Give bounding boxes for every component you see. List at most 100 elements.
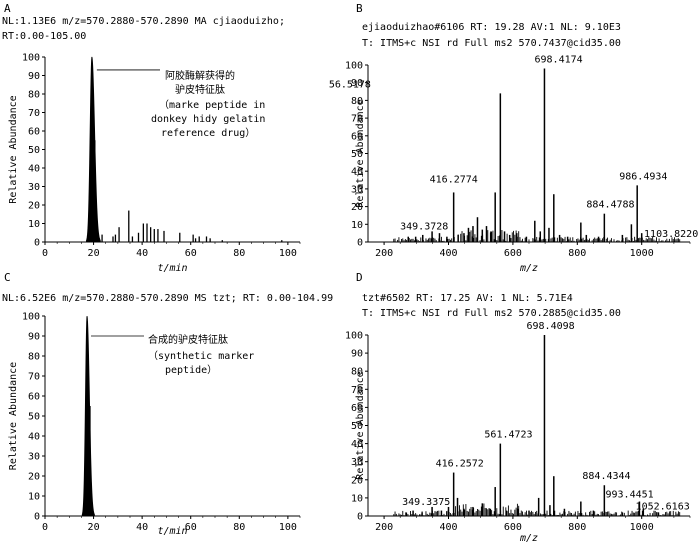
chart-c-y-axis-label: Relative Abundance xyxy=(8,362,19,470)
chart-d-x-tick-label: 1000 xyxy=(630,522,654,533)
chart-c-y-tick-label: 70 xyxy=(28,372,40,383)
chart-b-peak-label: 884.4788 xyxy=(586,200,634,211)
chart-a-y-axis-label: Relative Abundance xyxy=(8,95,19,203)
chart-c-header-line: NL:6.52E6 m/z=570.2880-570.2890 MS tzt; … xyxy=(2,293,333,304)
chart-d-y-tick-label: 60 xyxy=(351,403,363,414)
chart-a-annotation-line: 阿胶酶解获得的 xyxy=(165,69,235,82)
chart-b-y-tick-label: 20 xyxy=(351,202,363,213)
chart-a-y-tick-label: 60 xyxy=(28,127,40,138)
chart-b-header-line: T: ITMS+c NSI rd Full ms2 570.7437@cid35… xyxy=(362,38,621,49)
chart-d-peak-label: 884.4344 xyxy=(582,471,630,482)
chart-d-y-tick-label: 0 xyxy=(357,512,363,523)
chart-d-y-axis-label: Relative Abundance xyxy=(355,371,366,479)
chart-d-y-tick-label: 80 xyxy=(351,367,363,378)
chart-b-peak-label: 698.4174 xyxy=(535,55,583,66)
chart-b-x-tick-label: 1000 xyxy=(630,248,654,259)
chart-a-x-tick-label: 40 xyxy=(136,248,148,259)
chart-d-y-tick-label: 10 xyxy=(351,493,363,504)
chart-a-x-tick-label: 20 xyxy=(88,248,100,259)
chart-b-panel-label: B xyxy=(356,2,363,15)
chart-c-y-tick-label: 80 xyxy=(28,352,40,363)
chart-c-y-tick-label: 40 xyxy=(28,432,40,443)
chart-d-peak-label: 561.4723 xyxy=(484,430,532,441)
chart-d-x-tick-label: 400 xyxy=(439,522,457,533)
chart-a-panel-label: A xyxy=(4,2,11,15)
chart-c-y-tick-label: 90 xyxy=(28,332,40,343)
chart-d-peak-label: 416.2572 xyxy=(436,459,484,470)
chart-a-y-tick-label: 10 xyxy=(28,219,40,230)
chart-c-y-tick-label: 60 xyxy=(28,392,40,403)
chart-c-annotation-line: 合成的驴皮特征肽 xyxy=(148,333,228,346)
chart-a-annotation-line: donkey hidy gelatin xyxy=(151,114,265,125)
chart-d-y-tick-label: 100 xyxy=(345,331,363,342)
chart-b-y-tick-label: 30 xyxy=(351,184,363,195)
chart-c-main-peak xyxy=(81,316,95,517)
chart-a-y-tick-label: 20 xyxy=(28,201,40,212)
chart-b-x-tick-label: 200 xyxy=(375,248,393,259)
chart-b-peak-label: 56.5178 xyxy=(329,79,371,90)
chart-b-y-axis-label: Relative Abundance xyxy=(355,99,366,207)
chart-d-y-tick-label: 40 xyxy=(351,439,363,450)
chart-b-x-tick-label: 600 xyxy=(504,248,522,259)
chart-c-y-tick-label: 30 xyxy=(28,452,40,463)
chart-b-header-line: ejiaoduizhao#6106 RT: 19.28 AV:1 NL: 9.1… xyxy=(362,22,621,33)
chart-d-peak-label: 1052.6163 xyxy=(636,501,690,512)
chart-d-peak-label: 993.4451 xyxy=(606,490,654,501)
chart-b-y-tick-label: 50 xyxy=(351,149,363,160)
chart-a-y-tick-label: 90 xyxy=(28,71,40,82)
chart-c-y-tick-label: 100 xyxy=(22,312,40,323)
chart-c-panel-label: C xyxy=(4,271,11,284)
chart-b-y-tick-label: 40 xyxy=(351,167,363,178)
chart-a-x-tick-label: 0 xyxy=(42,248,48,259)
chart-c-x-tick-label: 100 xyxy=(279,522,297,533)
chart-b-peak-label: 986.4934 xyxy=(619,171,667,182)
chart-a-y-tick-label: 70 xyxy=(28,108,40,119)
chart-a-annotation-line: 驴皮特征肽 xyxy=(175,83,225,96)
chart-c-x-tick-label: 20 xyxy=(88,522,100,533)
chart-a-x-tick-label: 60 xyxy=(185,248,197,259)
chart-a-y-tick-label: 100 xyxy=(22,53,40,64)
chart-d-x-tick-label: 600 xyxy=(504,522,522,533)
chart-d-x-tick-label: 800 xyxy=(568,522,586,533)
chart-d-x-tick-label: 200 xyxy=(375,522,393,533)
chart-d-y-tick-label: 90 xyxy=(351,349,363,360)
chart-a-annotation-line: （marke peptide in xyxy=(159,99,265,111)
chart-a-x-tick-label: 80 xyxy=(233,248,245,259)
chart-b-peak-label: 416.2774 xyxy=(430,174,478,185)
chart-d-y-tick-label: 50 xyxy=(351,421,363,432)
chart-c-x-tick-label: 40 xyxy=(136,522,148,533)
chart-d-x-axis-label: m/z xyxy=(519,533,538,544)
chart-a-y-tick-label: 40 xyxy=(28,164,40,175)
chart-b-y-tick-label: 0 xyxy=(357,238,363,249)
chart-a-y-tick-label: 50 xyxy=(28,145,40,156)
chart-d-y-tick-label: 20 xyxy=(351,475,363,486)
chart-d-panel-label: D xyxy=(356,271,363,284)
chart-a-x-tick-label: 100 xyxy=(279,248,297,259)
chart-c-y-tick-label: 10 xyxy=(28,492,40,503)
chart-b-x-tick-label: 400 xyxy=(439,248,457,259)
chart-b-y-tick-label: 80 xyxy=(351,96,363,107)
chart-c-annotation-line: （synthetic marker xyxy=(148,350,254,362)
chart-c-x-tick-label: 60 xyxy=(185,522,197,533)
chart-b-y-tick-label: 100 xyxy=(345,61,363,72)
chart-a-y-tick-label: 30 xyxy=(28,182,40,193)
chart-a-main-peak xyxy=(86,56,101,243)
chart-d-header-line: T: ITMS+c NSI rd Full ms2 570.2885@cid35… xyxy=(362,308,621,319)
chart-b-x-tick-label: 800 xyxy=(568,248,586,259)
chart-c-y-tick-label: 20 xyxy=(28,472,40,483)
chart-b-y-tick-label: 70 xyxy=(351,114,363,125)
chart-a-x-axis-label: t/min xyxy=(157,263,187,274)
chart-b-y-tick-label: 10 xyxy=(351,220,363,231)
chart-b-y-tick-label: 60 xyxy=(351,131,363,142)
chart-c-y-tick-label: 0 xyxy=(34,512,40,523)
chart-a-y-tick-label: 80 xyxy=(28,90,40,101)
chart-d-peak-label: 698.4098 xyxy=(527,321,575,332)
chart-c-x-tick-label: 80 xyxy=(233,522,245,533)
chart-b-peak-label: 1103.8220 xyxy=(644,229,698,240)
chart-a-annotation-line: reference drug） xyxy=(161,127,255,139)
chart-a-header-line: NL:1.13E6 m/z=570.2880-570.2890 MA cjiao… xyxy=(2,16,285,27)
chart-b-y-tick-label: 90 xyxy=(351,78,363,89)
chart-b-peak-label: 349.3728 xyxy=(400,221,448,232)
chart-d-header-line: tzt#6502 RT: 17.25 AV: 1 NL: 5.71E4 xyxy=(362,293,573,304)
